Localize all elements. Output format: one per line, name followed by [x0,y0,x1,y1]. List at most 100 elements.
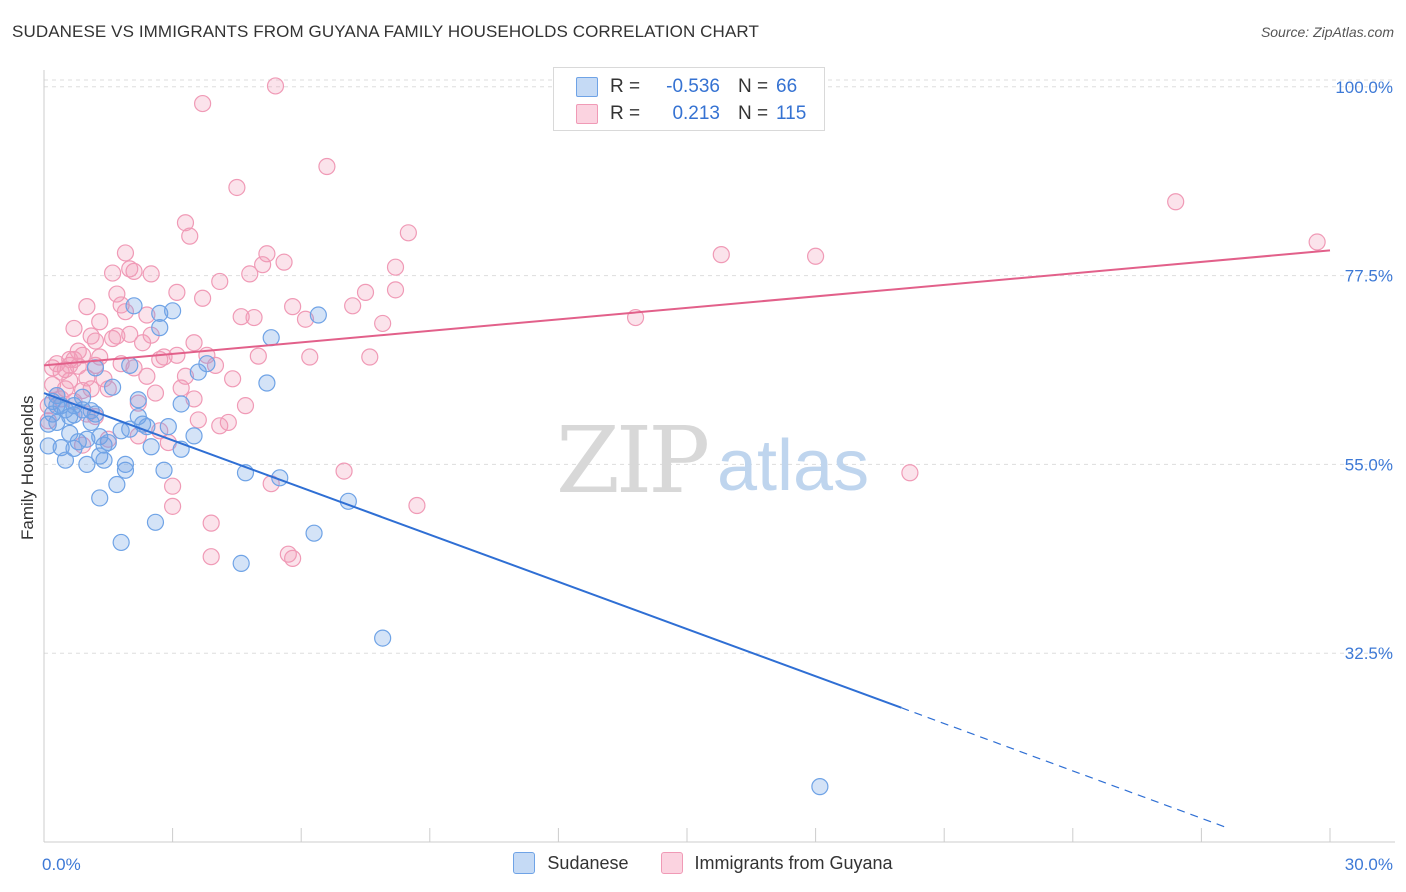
data-point-sudanese [82,413,100,432]
y-tick-label: 55.0% [1345,455,1393,474]
data-point-guyana [138,306,156,324]
data-point-sudanese [91,489,109,507]
data-point-guyana [245,308,263,327]
y-tick-label: 77.5% [1345,267,1393,286]
data-point-sudanese [185,427,203,445]
data-point-guyana [386,281,405,299]
data-point-guyana [164,477,182,495]
data-point-guyana [176,367,195,385]
data-point-sudanese [309,306,327,324]
data-point-guyana [168,346,186,364]
data-point-sudanese [811,778,829,796]
data-point-sudanese [164,302,182,320]
data-point-guyana [712,246,730,264]
data-point-sudanese [121,356,139,374]
data-point-guyana [86,332,105,350]
data-point-sudanese [39,415,57,433]
data-point-guyana [284,549,302,567]
data-point-guyana [116,303,135,321]
data-point-sudanese [146,513,165,531]
data-point-guyana [43,376,62,394]
data-point-guyana [146,384,165,402]
data-point-guyana [194,94,212,113]
data-point-guyana [155,348,173,366]
legend-n-value: 115 [776,103,807,124]
data-point-guyana [91,313,109,331]
data-point-guyana [181,227,199,245]
data-point-guyana [232,308,250,326]
data-point-sudanese [232,554,250,573]
source-label: Source: ZipAtlas.com [1260,24,1394,40]
legend-label-guyana: Immigrants from Guyana [694,852,893,873]
data-point-sudanese [78,455,96,473]
data-point-guyana [142,265,160,283]
data-point-guyana [806,247,825,265]
data-point-guyana [206,356,225,374]
legend-swatch-sudanese [513,852,536,874]
data-point-guyana [301,348,319,366]
watermark: ZIP atlas [556,407,869,514]
legend-item-guyana[interactable]: Immigrants from Guyana [660,852,893,874]
legend-label-sudanese: Sudanese [547,852,629,873]
data-point-guyana [108,327,126,345]
data-point-guyana [241,265,259,283]
trend-lines [43,249,1331,829]
data-point-guyana [318,157,336,176]
data-point-guyana [108,285,126,303]
data-point-guyana [185,334,203,352]
watermark-zip: ZIP [556,407,707,514]
legend-r-label: R = [610,103,641,124]
data-point-sudanese [151,304,169,322]
legend-item-sudanese[interactable]: Sudanese [513,852,629,874]
chart-title: SUDANESE VS IMMIGRANTS FROM GUYANA FAMIL… [12,22,759,41]
data-point-sudanese [172,395,190,413]
data-point-sudanese [305,524,323,542]
data-point-guyana [194,289,212,307]
data-point-guyana [386,258,405,276]
data-point-sudanese [78,430,96,448]
legend-swatch-guyana [660,852,683,874]
data-point-sudanese [262,329,280,347]
data-point-sudanese [155,461,173,479]
data-point-guyana [211,417,229,435]
data-point-sudanese [138,418,156,436]
data-point-guyana [284,298,302,316]
tick-labels: 32.5% 55.0% 77.5% 100.0% 0.0% 30.0% [42,78,1393,874]
trend-line-sudanese [43,392,902,709]
data-point-sudanese [73,388,92,406]
data-point-guyana [65,319,83,338]
data-point-guyana [361,348,379,366]
data-point-guyana [164,497,182,515]
data-point-guyana [1308,233,1326,251]
x-tick-label: 30.0% [1345,855,1393,874]
data-point-guyana [228,178,246,197]
data-point-sudanese [39,437,57,455]
data-point-guyana [56,380,75,398]
data-point-guyana [399,224,417,242]
data-point-sudanese [103,378,122,396]
data-point-guyana [138,367,156,385]
data-point-sudanese [91,428,109,446]
data-point-guyana [61,371,79,390]
legend-n-label: N = [738,103,769,124]
data-point-guyana [1167,193,1185,211]
data-point-sudanese [95,451,113,469]
data-point-guyana [121,325,139,343]
legend-r-value: 0.213 [672,103,720,124]
data-point-guyana [224,370,242,388]
data-point-sudanese [198,355,216,373]
legend-r-value: -0.536 [666,76,720,97]
data-point-sudanese [56,451,75,469]
data-point-sudanese [129,391,147,409]
data-point-sudanese [108,475,126,494]
x-tick-label: 0.0% [42,855,81,874]
data-point-guyana [103,264,122,282]
legend-swatch-guyana [576,104,598,124]
data-point-guyana [275,253,293,271]
data-point-sudanese [142,438,160,456]
data-point-guyana [249,347,267,365]
data-point-guyana [211,272,229,291]
data-point-guyana [116,244,135,262]
trend-line-sudanese-extension [901,707,1228,829]
